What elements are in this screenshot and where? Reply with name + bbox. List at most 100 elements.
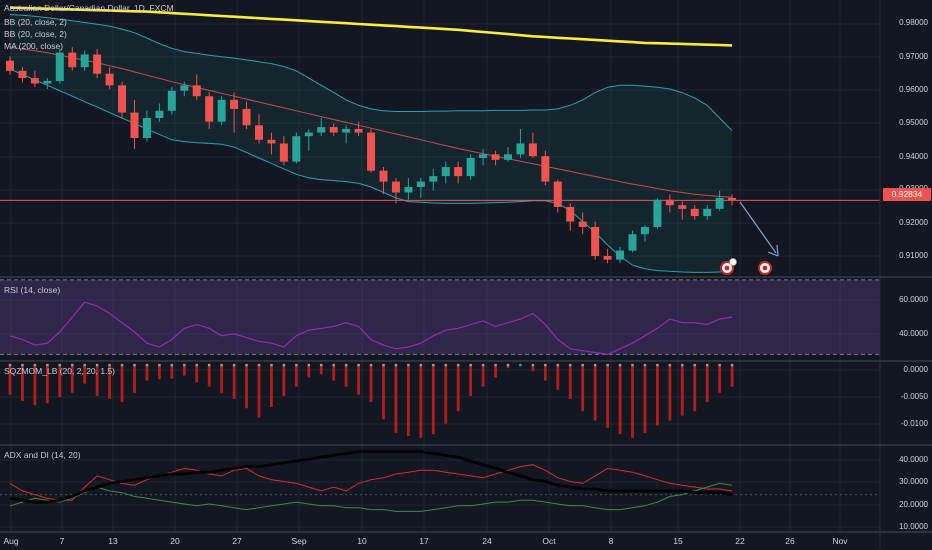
candle-body[interactable]	[690, 208, 699, 217]
candle-body[interactable]	[379, 170, 388, 182]
momentum-bar[interactable]	[8, 365, 12, 395]
di-minus-line[interactable]	[9, 464, 733, 501]
momentum-bar[interactable]	[357, 365, 360, 395]
candle-body[interactable]	[68, 52, 77, 68]
candle-body[interactable]	[603, 256, 612, 260]
momentum-bar[interactable]	[207, 365, 211, 387]
candle-body[interactable]	[292, 136, 301, 162]
momentum-bar[interactable]	[257, 365, 261, 418]
candle-body[interactable]	[404, 187, 413, 193]
momentum-bar[interactable]	[456, 365, 460, 412]
momentum-bar[interactable]	[656, 365, 659, 426]
momentum-bar[interactable]	[618, 365, 622, 435]
momentum-bar[interactable]	[58, 365, 62, 398]
candle-body[interactable]	[18, 70, 27, 79]
candle-body[interactable]	[230, 99, 239, 109]
momentum-bar[interactable]	[245, 365, 248, 409]
momentum-bar[interactable]	[506, 365, 510, 369]
momentum-bar[interactable]	[494, 365, 497, 378]
candle-body[interactable]	[491, 154, 500, 160]
candle-body[interactable]	[516, 143, 525, 155]
symbol-title[interactable]: Australian Dollar/Canadian Dollar, 1D, F…	[4, 3, 174, 13]
momentum-bar[interactable]	[319, 365, 323, 375]
adx-di-pane[interactable]	[0, 450, 880, 512]
momentum-bar[interactable]	[220, 365, 224, 393]
ma200-line[interactable]	[9, 6, 733, 47]
momentum-bar[interactable]	[705, 365, 709, 403]
momentum-bar[interactable]	[543, 365, 547, 381]
momentum-bar[interactable]	[133, 365, 136, 393]
rsi-line[interactable]	[9, 301, 733, 356]
momentum-bar[interactable]	[83, 365, 87, 384]
candle-body[interactable]	[541, 156, 550, 182]
candle-body[interactable]	[628, 234, 637, 251]
momentum-bar[interactable]	[680, 365, 684, 416]
candle-body[interactable]	[329, 127, 338, 133]
momentum-bar[interactable]	[668, 365, 672, 421]
candle-body[interactable]	[578, 221, 587, 227]
momentum-bar[interactable]	[270, 365, 273, 408]
momentum-bar[interactable]	[95, 365, 99, 396]
indicator-legend-ma200[interactable]: MA (200, close)	[4, 41, 64, 51]
candle-body[interactable]	[279, 143, 288, 162]
adx-legend[interactable]: ADX and DI (14, 20)	[4, 450, 81, 460]
candle-body[interactable]	[55, 52, 64, 81]
momentum-bar[interactable]	[531, 365, 535, 372]
momentum-bar[interactable]	[481, 365, 485, 387]
momentum-bar[interactable]	[407, 365, 410, 436]
forecast-arrow-shaft[interactable]	[739, 201, 777, 254]
squeeze-momentum-pane[interactable]	[8, 363, 734, 438]
momentum-bar[interactable]	[307, 365, 311, 378]
momentum-bar[interactable]	[195, 365, 199, 383]
candle-body[interactable]	[441, 167, 450, 177]
momentum-bar[interactable]	[21, 365, 24, 401]
momentum-bar[interactable]	[158, 365, 161, 380]
momentum-bar[interactable]	[568, 365, 572, 399]
momentum-bar[interactable]	[556, 365, 560, 390]
momentum-bar[interactable]	[332, 365, 336, 381]
momentum-bar[interactable]	[730, 365, 734, 387]
momentum-bar[interactable]	[70, 365, 74, 393]
candle-body[interactable]	[454, 167, 463, 177]
candle-body[interactable]	[416, 181, 425, 188]
candle-body[interactable]	[665, 199, 674, 206]
momentum-bar[interactable]	[145, 365, 149, 381]
candle-body[interactable]	[466, 157, 475, 177]
candle-body[interactable]	[429, 176, 438, 182]
momentum-bar[interactable]	[369, 365, 373, 403]
bb-upper-line[interactable]	[9, 14, 733, 132]
candle-body[interactable]	[217, 99, 226, 122]
momentum-bar[interactable]	[444, 365, 448, 424]
rsi-pane[interactable]	[0, 279, 880, 356]
candle-body[interactable]	[640, 226, 649, 235]
annotations[interactable]	[720, 201, 779, 275]
momentum-bar[interactable]	[631, 365, 634, 438]
momentum-bar[interactable]	[419, 365, 423, 438]
price-pane[interactable]	[0, 6, 880, 273]
candle-body[interactable]	[591, 226, 600, 257]
momentum-bar[interactable]	[718, 365, 722, 393]
momentum-bar[interactable]	[593, 365, 597, 421]
candle-body[interactable]	[192, 85, 201, 97]
candle-body[interactable]	[142, 118, 151, 138]
candle-body[interactable]	[130, 112, 139, 138]
candle-body[interactable]	[616, 250, 625, 260]
candle-body[interactable]	[6, 60, 14, 71]
candle-body[interactable]	[703, 208, 712, 217]
momentum-bar[interactable]	[170, 365, 174, 379]
candle-body[interactable]	[553, 181, 562, 207]
momentum-bar[interactable]	[182, 365, 186, 376]
candle-body[interactable]	[566, 207, 575, 222]
momentum-bar[interactable]	[232, 365, 236, 399]
momentum-bar[interactable]	[45, 365, 49, 404]
momentum-bar[interactable]	[581, 365, 585, 412]
forecast-arrow-head[interactable]	[767, 244, 779, 257]
candle-body[interactable]	[255, 125, 263, 140]
candle-body[interactable]	[528, 143, 537, 157]
bb-lower-line[interactable]	[9, 68, 733, 273]
indicator-legend-bb-1[interactable]: BB (20, close, 2)	[4, 17, 67, 27]
bb-basis-line[interactable]	[9, 46, 733, 198]
candle-body[interactable]	[167, 90, 176, 111]
candle-body[interactable]	[367, 132, 376, 171]
